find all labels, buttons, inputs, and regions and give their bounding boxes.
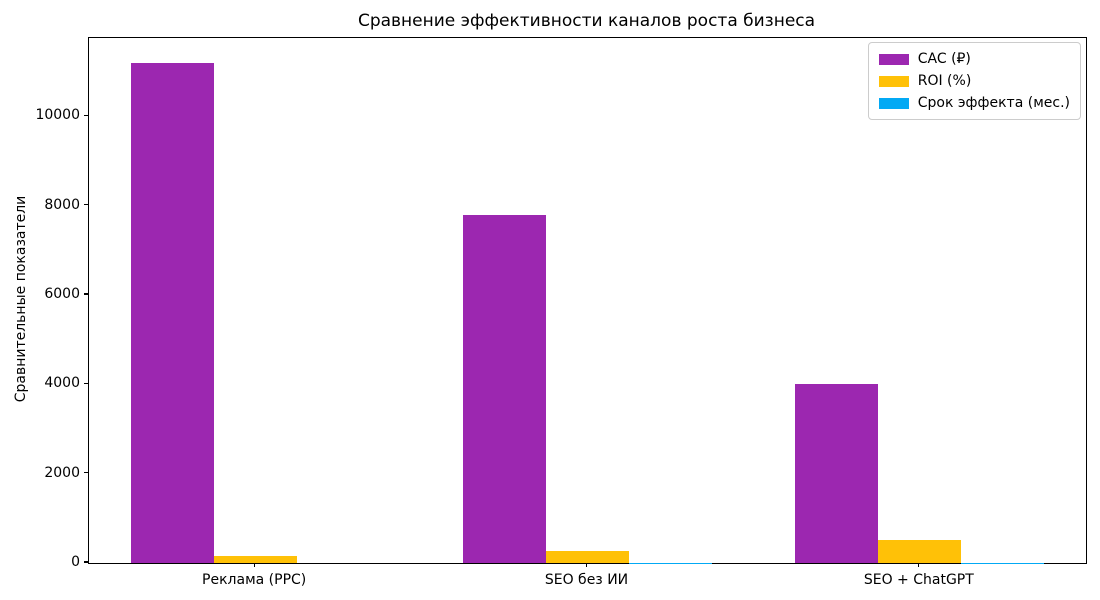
legend-item: ROI (%) [878,73,1070,89]
x-tick-mark [253,563,255,567]
legend-swatch-icon [878,97,909,109]
legend-item: CAC (₽) [878,51,1070,67]
y-tick-label: 0 [71,554,80,570]
x-tick-label: SEO без ИИ [544,572,629,588]
bar-roi [213,556,297,563]
y-tick-mark [84,203,88,206]
legend-item: Срок эффекта (мес.) [878,95,1070,111]
legend-swatch-icon [878,75,909,87]
chart-title: Сравнение эффективности каналов роста би… [357,11,816,31]
x-tick-label: SEO + ChatGPT [863,572,974,588]
y-tick-mark [84,382,88,384]
y-tick-label: 4000 [44,375,80,392]
y-tick-mark [84,114,88,116]
legend-swatch-icon [878,53,909,65]
y-tick-label: 6000 [44,285,80,302]
x-tick-mark [918,563,920,567]
legend-label: Срок эффекта (мес.) [917,95,1070,111]
bar-cac [462,214,546,563]
legend-label: CAC (₽) [917,51,971,67]
bar-roi [545,550,630,563]
y-tick-mark [84,293,88,295]
y-tick-label: 8000 [44,196,80,213]
y-tick-mark [84,561,88,563]
legend-label: ROI (%) [917,73,972,89]
bar-cac [130,62,214,563]
x-tick-label: Реклама (PPC) [202,572,307,588]
legend: CAC (₽) ROI (%) Срок эффекта (мес.) [867,42,1081,120]
bar-cac [795,384,879,563]
plot-area: CAC (₽) ROI (%) Срок эффекта (мес.) [88,37,1087,564]
y-tick-label: 2000 [44,464,80,481]
bar-roi [878,539,962,563]
y-tick-label: 10000 [35,107,80,124]
y-tick-mark [84,472,88,474]
x-tick-mark [585,563,588,567]
